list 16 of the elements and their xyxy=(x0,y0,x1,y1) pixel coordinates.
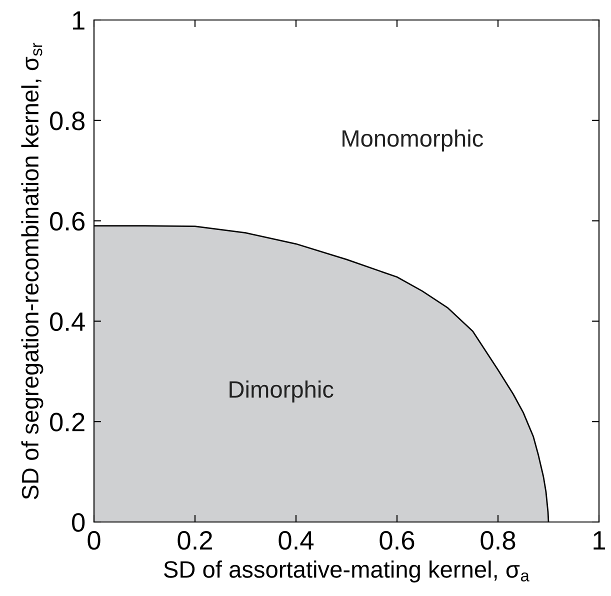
x-tick-label: 0.4 xyxy=(278,531,314,550)
x-axis-title: SD of assortative-mating kernel, σ$_{a}$ xyxy=(164,560,530,582)
x-tick-label: 1 xyxy=(594,531,606,550)
y-tick-label: 0 xyxy=(72,513,85,532)
x-tick-label: 0.8 xyxy=(480,531,516,550)
y-tick-label: 0.2 xyxy=(50,412,84,432)
x-tick-label: 0.6 xyxy=(380,531,414,550)
y-tick-label: 1 xyxy=(73,11,84,30)
y-tick-label: 0.6 xyxy=(50,212,85,231)
x-tick-label: 0 xyxy=(88,531,100,550)
y-tick-label: 0.8 xyxy=(50,112,85,130)
annotation: Monomorphic xyxy=(342,129,484,152)
x-tick-label: 0.2 xyxy=(178,531,212,550)
y-axis-title: SD of segregation-recombination kernel, σ$_{sr}$ xyxy=(21,42,44,500)
annotation: Dimorphic xyxy=(230,380,334,402)
y-tick-label: 0.4 xyxy=(50,312,85,332)
